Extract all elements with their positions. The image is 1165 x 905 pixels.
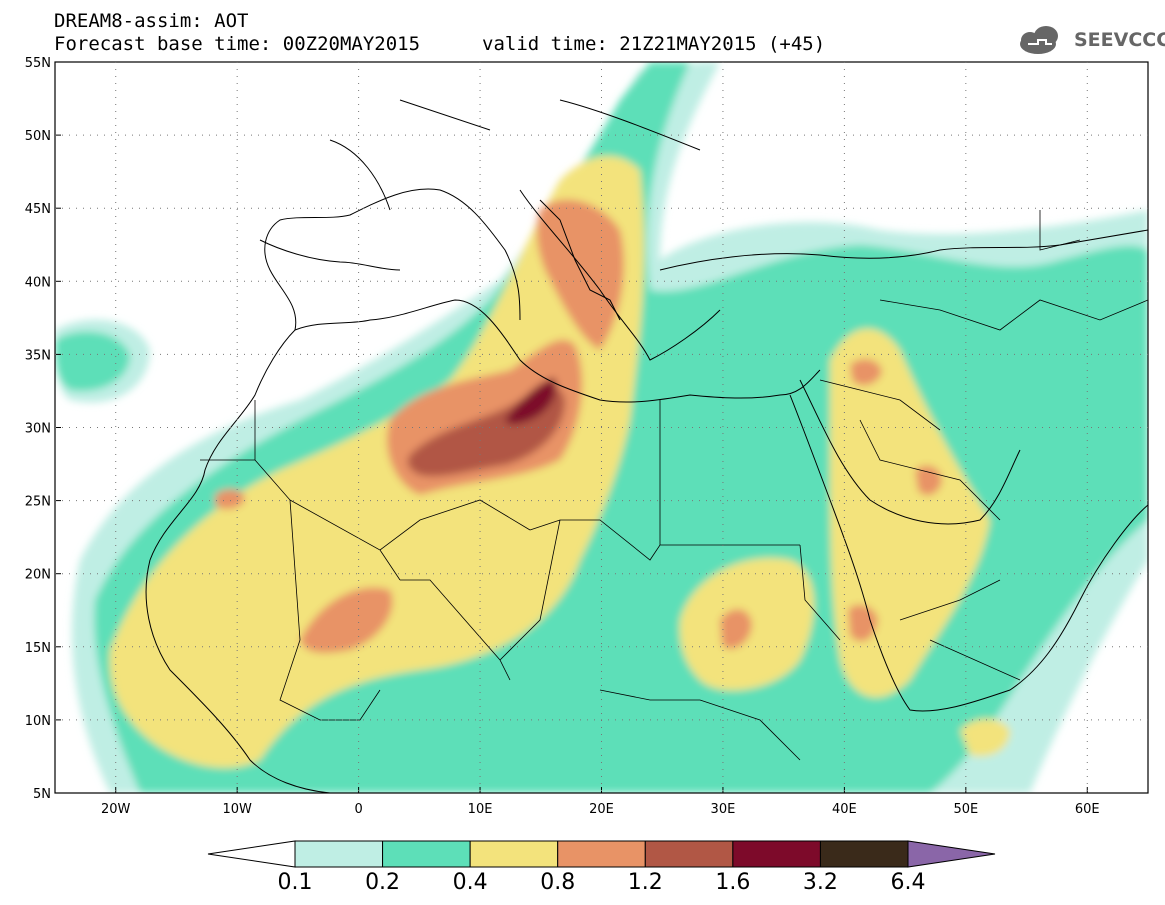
logo-text: SEEVCCC [1074,29,1165,51]
longitude-labels: 20W 10W 0 10E 20E 30E 40E 50E 60E [101,802,1100,817]
aot-0.8-redsea [848,604,878,642]
lat-label: 30N [25,422,51,437]
lat-label: 50N [25,129,51,144]
lon-label: 40E [832,802,857,817]
graticule [55,61,1148,794]
colorbar-label: 6.4 [890,870,926,895]
lat-label: 40N [25,275,51,290]
lat-label: 35N [25,348,51,363]
lat-label: 25N [25,495,51,510]
lat-label: 15N [25,641,51,656]
colorbar-segment [469,840,559,868]
lat-label: 10N [25,714,51,729]
colorbar-under-arrow [207,840,296,868]
colorbar-segment [732,840,821,868]
lon-label: 20E [589,802,614,817]
aot-0.8-iraq [850,359,882,386]
aot-0.4-horn [960,718,1010,757]
colorbar-label: 0.4 [452,870,488,895]
colorbar-label: 3.2 [802,870,838,895]
lon-label: 50E [953,802,978,817]
forecast-base-time: Forecast base time: 00Z20MAY2015 [54,33,421,55]
colorbar-label: 0.2 [365,870,401,895]
aot-0.8-sahel [300,587,393,653]
aot-0.2-west [55,331,130,391]
lon-label: 20W [101,802,131,817]
colorbar-segment [557,840,646,868]
valid-time: valid time: 21Z21MAY2015 (+45) [482,33,826,55]
lat-label: 45N [25,202,51,217]
lon-label: 10W [222,802,252,817]
colorbar-segment [644,840,734,868]
colorbar [207,840,996,868]
colorbar-segment [819,840,909,868]
colorbar-label: 0.8 [540,870,576,895]
colorbar-label: 0.1 [277,870,313,895]
cloud-icon [1020,26,1058,54]
colorbar-label: 1.2 [627,870,663,895]
borders [200,210,1148,761]
latitude-labels: 55N 50N 45N 40N 35N 30N 25N 20N 15N 10N 5N [25,56,51,802]
lon-label: 60E [1075,802,1100,817]
lon-label: 10E [468,802,493,817]
lat-label: 5N [33,787,51,802]
aot-1.6-region [505,378,557,425]
colorbar-segment [294,840,384,868]
aot-0.8-sudan [720,609,752,649]
colorbar-over-arrow [907,840,996,868]
lon-label: 30E [711,802,736,817]
aot-0.8-balkans [536,199,624,350]
aot-0.8-arabia [915,465,942,496]
lat-label: 55N [25,56,51,71]
seevccc-logo [1020,26,1058,54]
colorbar-segment [382,840,471,868]
lat-label: 20N [25,568,51,583]
aot-0.8-mauritania [215,488,245,510]
lon-label: 0 [354,802,362,817]
aot-0.4-region [109,156,645,768]
map-title: DREAM8-assim: AOT [54,10,249,32]
aot-0.4-arabia [830,328,990,698]
colorbar-label: 1.6 [715,870,751,895]
